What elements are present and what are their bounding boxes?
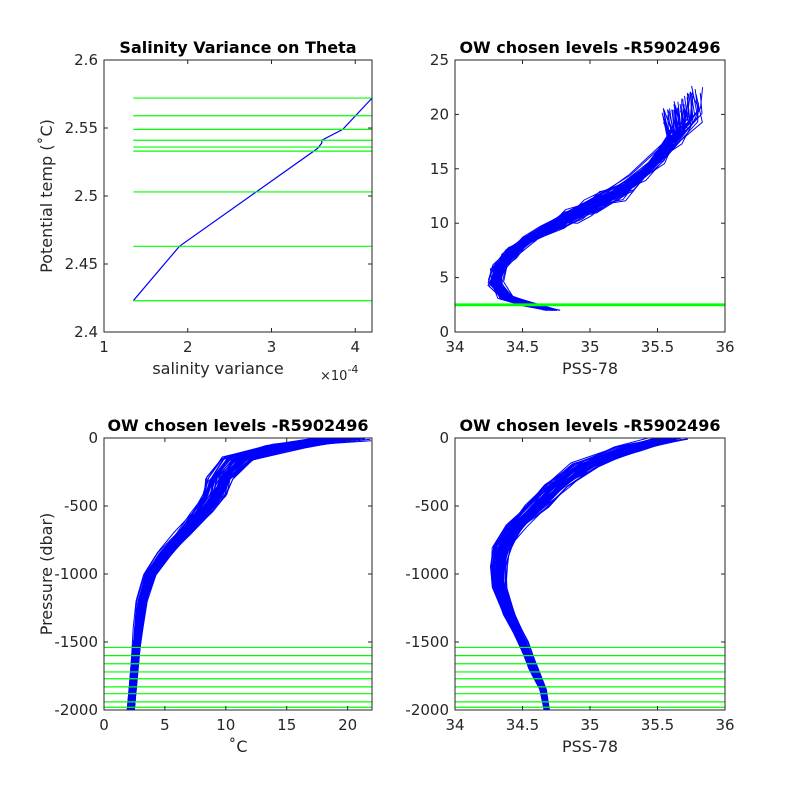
x-axis-exponent: ×10-4 xyxy=(320,363,358,384)
x-tick-label: 35 xyxy=(580,338,599,356)
x-axis-exponent-power: -4 xyxy=(347,363,358,376)
y-tick-label: 0 xyxy=(88,429,98,447)
profile-line xyxy=(490,93,696,311)
x-tick-label: 10 xyxy=(216,716,235,734)
x-axis-label: salinity variance xyxy=(152,359,283,378)
chart-title: OW chosen levels -R5902496 xyxy=(459,38,720,57)
profile-line xyxy=(129,438,325,710)
x-tick-label: 34 xyxy=(445,338,464,356)
profile-line xyxy=(496,438,670,710)
plot-area xyxy=(455,438,725,710)
x-tick-label: 20 xyxy=(338,716,357,734)
y-tick-label: 2.45 xyxy=(65,255,98,273)
y-tick-label: 0 xyxy=(439,429,449,447)
panel-1: 1 2 3 4 2.4 2.45 2.5 2.55 2.6 Salinity Variance o… xyxy=(37,38,373,384)
plot-background xyxy=(104,60,372,332)
x-tick-label: 2 xyxy=(183,338,193,356)
profile-line xyxy=(489,115,668,311)
profile-line xyxy=(126,438,344,710)
plot-area xyxy=(132,97,372,302)
x-tick-label: 35.5 xyxy=(641,716,674,734)
y-tick-label: -1500 xyxy=(54,633,98,651)
x-tick-label: 4 xyxy=(350,338,360,356)
x-tick-label: 36 xyxy=(715,338,734,356)
profile-line xyxy=(496,91,693,311)
y-axis-label: Pressure (dbar) xyxy=(37,513,56,636)
y-tick-label: -1500 xyxy=(405,633,449,651)
profile-line xyxy=(493,438,657,710)
profile-line xyxy=(127,438,319,710)
y-tick-label: 15 xyxy=(430,160,449,178)
x-axis-label: ˚C xyxy=(228,737,247,756)
profile-line xyxy=(133,439,352,710)
x-tick-label: 35.5 xyxy=(641,338,674,356)
y-axis-label: Potential temp (˚C) xyxy=(37,119,56,273)
chart-title: Salinity Variance on Theta xyxy=(119,38,356,57)
y-tick-label: -1000 xyxy=(405,565,449,583)
x-tick-label: 5 xyxy=(160,716,170,734)
y-tick-label: -500 xyxy=(415,497,449,515)
x-axis-label: PSS-78 xyxy=(562,737,618,756)
profile-line xyxy=(130,438,362,710)
x-tick-label: 36 xyxy=(715,716,734,734)
y-tick-label: 2.6 xyxy=(74,51,98,69)
x-tick-label: 3 xyxy=(267,338,277,356)
plot-area xyxy=(455,85,725,311)
profile-line xyxy=(491,439,663,710)
profile-line xyxy=(501,440,679,710)
chart-title: OW chosen levels -R5902496 xyxy=(459,416,720,435)
x-tick-label: 34.5 xyxy=(506,716,539,734)
panel-2: 34 34.5 35 35.5 36 0 5 10 15 20 25 OW chosen levels… xyxy=(430,38,735,378)
panel-3: 0 5 10 15 20 -2000 -1500 -1000 -500 0 OW chosen le… xyxy=(37,416,373,756)
y-tick-label: -2000 xyxy=(54,701,98,719)
y-tick-label: 20 xyxy=(430,105,449,123)
profile-line xyxy=(494,101,680,311)
x-tick-label: 15 xyxy=(277,716,296,734)
y-tick-label: -2000 xyxy=(405,701,449,719)
chart-title: OW chosen levels -R5902496 xyxy=(107,416,368,435)
panel-4: 34 34.5 35 35.5 36 -2000 -1500 -1000 -500 0 OW cho… xyxy=(405,416,734,756)
y-tick-label: 2.55 xyxy=(65,119,98,137)
x-tick-label: 34.5 xyxy=(506,338,539,356)
y-tick-label: 2.5 xyxy=(74,187,98,205)
y-tick-label: 2.4 xyxy=(74,323,98,341)
y-tick-label: -500 xyxy=(64,497,98,515)
x-tick-label: 34 xyxy=(445,716,464,734)
y-tick-label: 0 xyxy=(439,323,449,341)
y-tick-label: 25 xyxy=(430,51,449,69)
profile-line xyxy=(132,439,341,710)
x-tick-label: 1 xyxy=(99,338,109,356)
profile-line xyxy=(502,438,683,710)
y-tick-label: 5 xyxy=(439,269,449,287)
profile-line xyxy=(498,438,670,710)
profile-line xyxy=(133,438,330,710)
x-tick-label: 0 xyxy=(99,716,109,734)
x-tick-label: 35 xyxy=(580,716,599,734)
y-tick-label: 10 xyxy=(430,214,449,232)
x-axis-label: PSS-78 xyxy=(562,359,618,378)
y-tick-label: -1000 xyxy=(54,565,98,583)
profile-line xyxy=(130,439,355,710)
plot-area xyxy=(104,438,372,710)
